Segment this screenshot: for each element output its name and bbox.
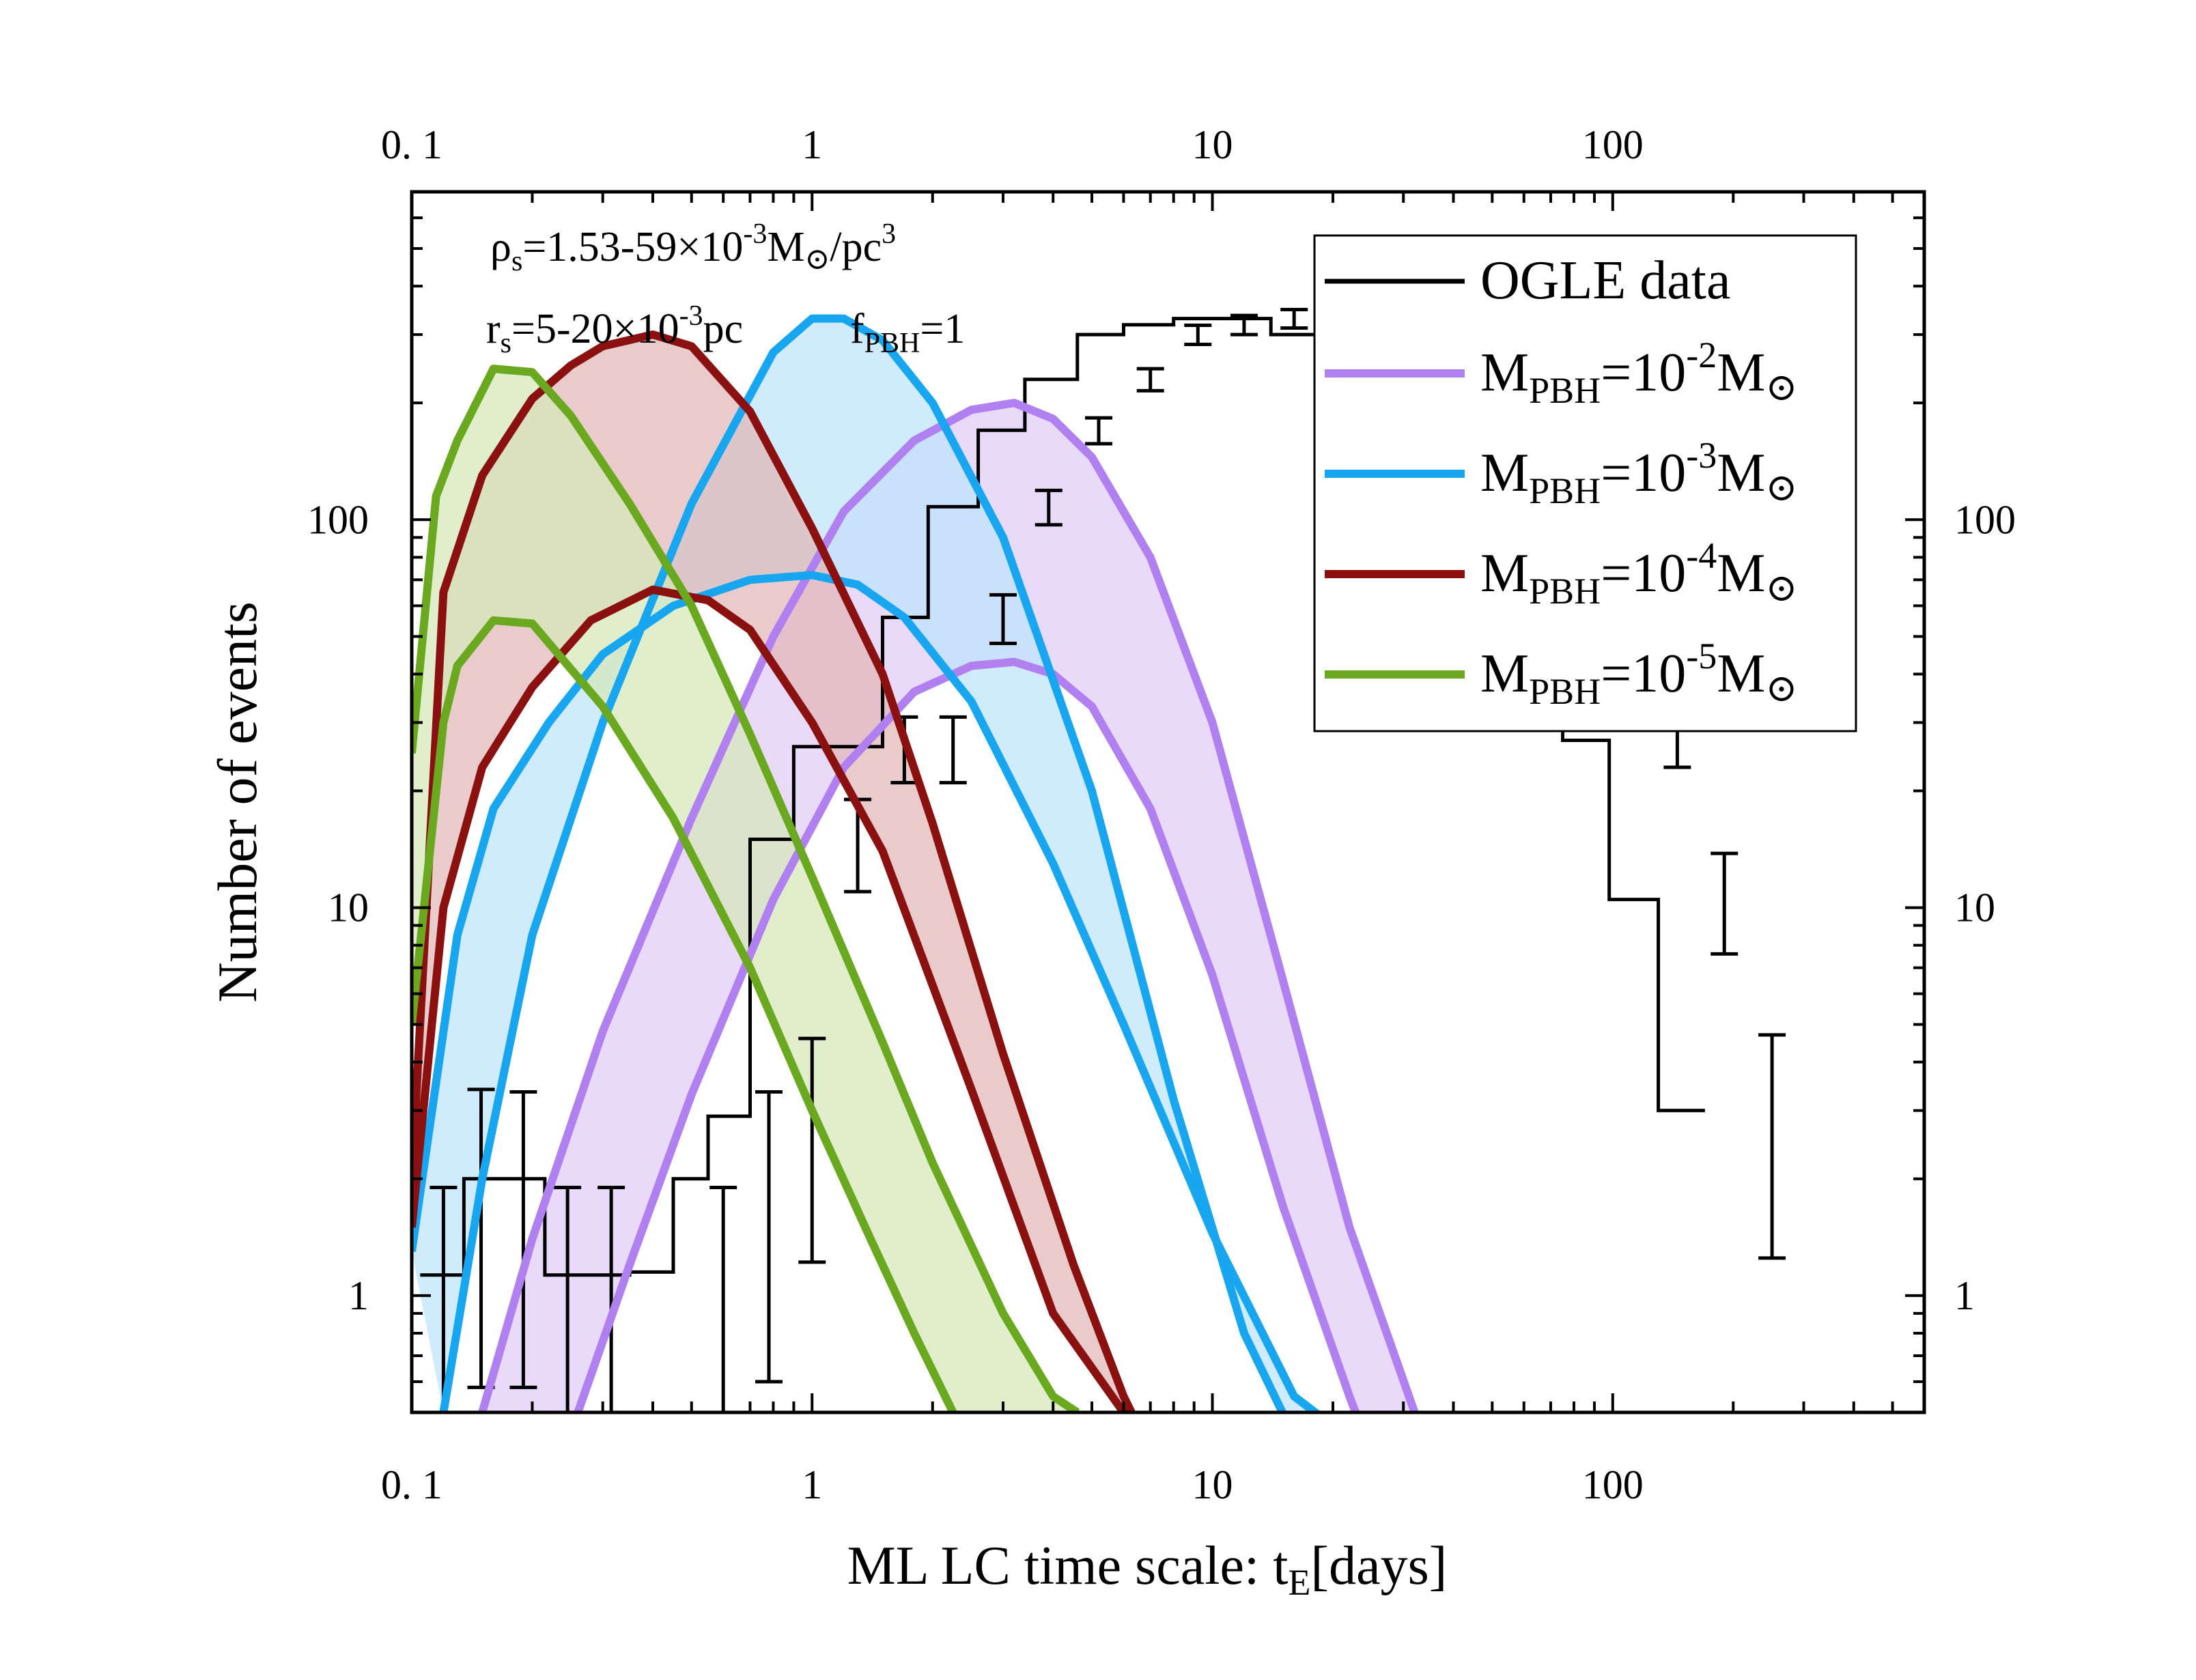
annotation-rho: ρs=1.53-59×10-3M⊙/pc3 [490,218,896,277]
axis-ticks: 0. 1 0. 1 1 1 10 10 100 100 1 1 10 10 100 100 [307,122,2016,1507]
x-tick-label-top: 100 [1582,122,1644,167]
ogle-errorbar-11 [989,593,1017,645]
series-lower-0 [574,657,1360,1412]
legend-label-2: MPBH=10-4M⊙ [1480,535,1797,612]
legend-label-ogle: OGLE data [1480,251,1731,311]
ogle-errorbar-10 [939,715,967,784]
series-lower-2 [412,585,1127,1412]
x-tick-label-bottom: 100 [1582,1462,1644,1507]
ogle-errorbar-16 [1230,313,1258,337]
legend-label-0: MPBH=10-2M⊙ [1480,334,1797,411]
ogle-errorbar-12 [1034,488,1062,527]
series-curves [412,314,1419,1412]
y-tick-label-left: 10 [328,885,369,930]
y-tick-label-right: 100 [1954,497,2016,542]
ogle-errorbar-0 [430,1185,458,1412]
ogle-errorbar-13 [1085,416,1113,446]
ogle-errorbar-5 [709,1185,737,1412]
ogle-errorbar-26 [1711,851,1738,956]
x-tick-label-bottom: 1 [802,1462,822,1507]
ogle-errorbar-14 [1136,367,1164,393]
legend: OGLE data MPBH=10-2M⊙ MPBH=10-3M⊙ MPBH=10-… [1313,234,1857,732]
y-tick-label-left: 100 [307,497,369,542]
series-upper-0 [478,399,1419,1412]
annotation-rs: rs=5-20×10-3pc [486,300,743,359]
x-tick-label-top: 0. 1 [381,122,442,167]
x-tick-label-bottom: 10 [1192,1462,1233,1507]
series-upper-1 [439,314,1287,1412]
series-band-0 [482,403,1415,1412]
ogle-errorbar-27 [1758,1033,1786,1260]
y-tick-label-left: 1 [348,1273,369,1318]
legend-box [1313,234,1857,732]
legend-label-1: MPBH=10-3M⊙ [1480,435,1797,511]
x-tick-label-top: 1 [802,122,822,167]
ogle-errorbar-17 [1280,307,1308,330]
x-tick-label-top: 10 [1192,122,1233,167]
ogle-errorbar-6 [755,1090,783,1384]
series-lower-3 [412,616,958,1412]
x-tick-label-bottom: 0. 1 [381,1462,442,1507]
ogle-errorbar-3 [554,1185,582,1412]
series-upper-3 [412,365,1080,1412]
ogle-errorbar-15 [1184,324,1212,347]
y-tick-label-right: 10 [1954,885,1995,930]
x-axis-label: ML LC time scale: tE[days] [847,1536,1448,1603]
series-band-1 [412,318,1316,1412]
ogle-errorbar-2 [509,1090,537,1389]
plot-frame [410,190,1926,1414]
ogle-errorbar-7 [798,1036,826,1264]
y-tick-label-right: 1 [1954,1273,1975,1318]
series-upper-2 [412,330,1221,1412]
y-axis-label: Number of events [206,601,268,1003]
annotation-fpbh: fPBH=1 [850,306,965,359]
legend-label-3: MPBH=10-5M⊙ [1480,636,1797,712]
